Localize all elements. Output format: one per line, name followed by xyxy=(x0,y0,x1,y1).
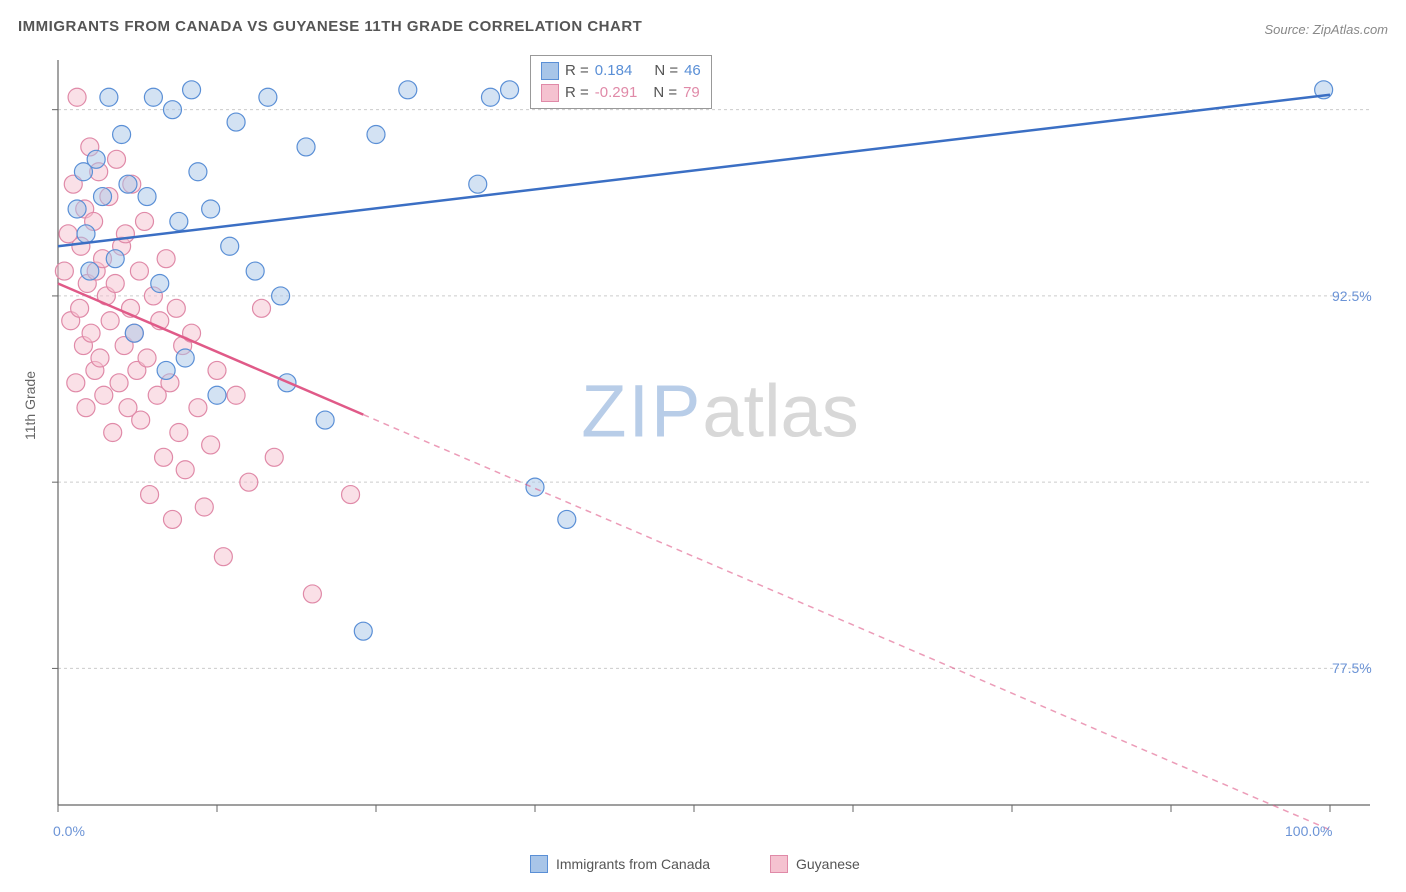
legend-label-blue: Immigrants from Canada xyxy=(556,856,710,872)
stats-row-pink: R = -0.291 N = 79 xyxy=(541,82,701,104)
legend-item-pink: Guyanese xyxy=(770,855,860,873)
legend-item-blue: Immigrants from Canada xyxy=(530,855,710,873)
chart-svg xyxy=(50,50,1390,835)
stat-n-label2: N = xyxy=(653,82,677,104)
y-axis-label: 11th Grade xyxy=(22,371,38,440)
stat-n-pink: 79 xyxy=(683,82,700,104)
stat-r-blue: 0.184 xyxy=(595,60,633,82)
chart-title: IMMIGRANTS FROM CANADA VS GUYANESE 11TH … xyxy=(18,18,642,35)
legend-swatch-pink xyxy=(770,855,788,873)
legend-swatch-blue xyxy=(530,855,548,873)
source-label: Source: ZipAtlas.com xyxy=(1264,22,1388,37)
xtick-label: 0.0% xyxy=(53,823,85,839)
stat-n-blue: 46 xyxy=(684,60,701,82)
stat-r-label2: R = xyxy=(565,82,589,104)
xtick-label: 100.0% xyxy=(1285,823,1332,839)
stat-r-pink: -0.291 xyxy=(595,82,638,104)
swatch-blue xyxy=(541,62,559,80)
stats-box: R = 0.184 N = 46 R = -0.291 N = 79 xyxy=(530,55,712,109)
plot-area: ZIPatlas xyxy=(50,50,1390,835)
legend-label-pink: Guyanese xyxy=(796,856,860,872)
ytick-label: 92.5% xyxy=(1332,288,1372,304)
stat-r-label: R = xyxy=(565,60,589,82)
ytick-label: 77.5% xyxy=(1332,660,1372,676)
stat-n-label: N = xyxy=(654,60,678,82)
swatch-pink xyxy=(541,84,559,102)
stats-row-blue: R = 0.184 N = 46 xyxy=(541,60,701,82)
